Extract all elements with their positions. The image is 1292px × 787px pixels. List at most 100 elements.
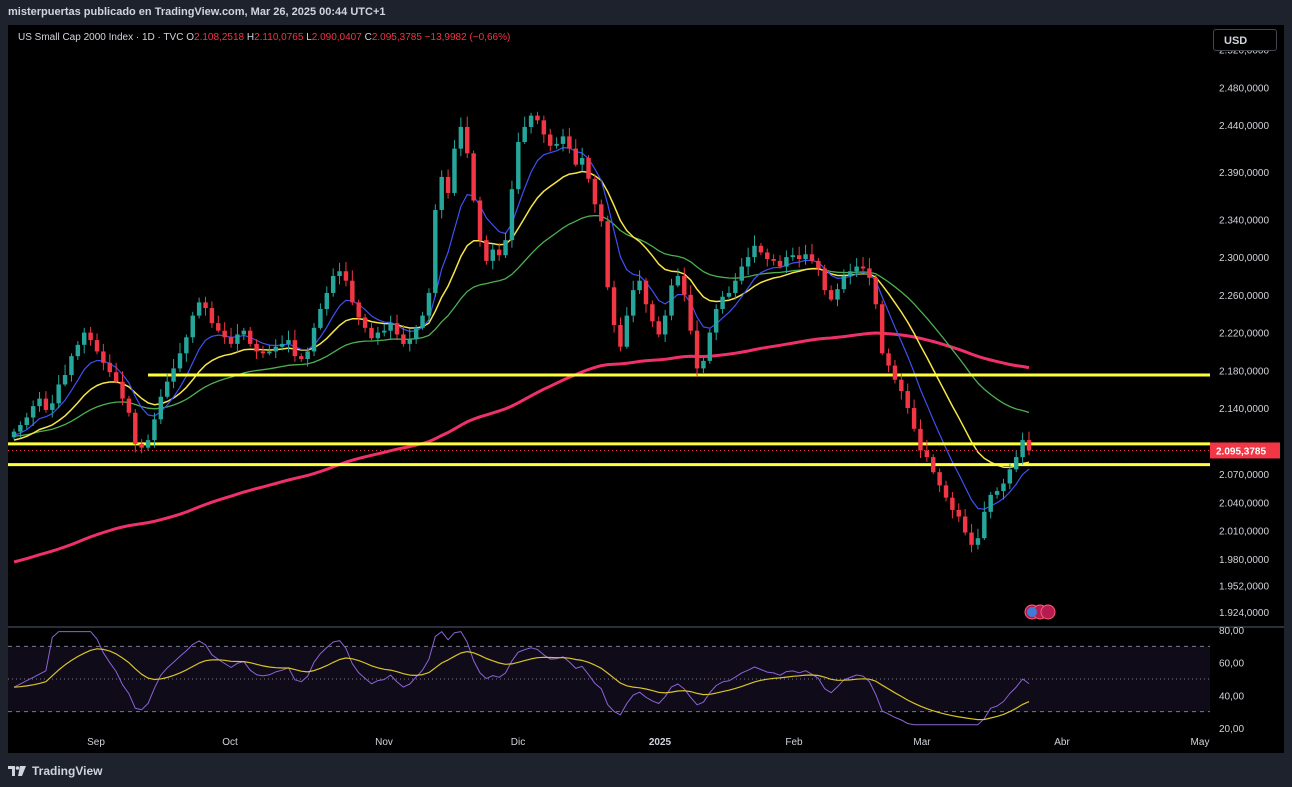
ema-mid-line xyxy=(13,170,1030,469)
candle-body xyxy=(337,271,342,276)
price-axis-label: 2.010,0000 xyxy=(1219,527,1269,538)
candle-body xyxy=(630,290,636,316)
publisher-line: misterpuertas publicado en TradingView.c… xyxy=(8,6,386,18)
candle-body xyxy=(860,266,866,269)
candle-body xyxy=(522,126,527,143)
candle-body xyxy=(311,327,317,352)
candle-body xyxy=(713,308,719,333)
candle-body xyxy=(962,516,968,533)
currency-button[interactable]: USD xyxy=(1213,29,1277,51)
candle-body xyxy=(854,266,859,272)
candle-body xyxy=(254,343,259,352)
high-value: 2.110,0765 xyxy=(254,32,304,43)
candle-body xyxy=(560,136,566,144)
candle-body xyxy=(969,532,974,545)
candle-body xyxy=(892,365,898,380)
candle-body xyxy=(56,384,61,404)
candle-body xyxy=(567,136,572,149)
candle-body xyxy=(177,353,183,369)
candle-body xyxy=(784,257,789,267)
candle-body xyxy=(152,419,157,441)
candle-body xyxy=(267,351,272,354)
open-label: O xyxy=(186,32,195,43)
candle-body xyxy=(911,408,917,429)
candle-body xyxy=(554,143,559,146)
candle-body xyxy=(873,277,879,305)
candle-body xyxy=(835,289,840,300)
candle-body xyxy=(62,375,68,385)
ema-slow-line xyxy=(13,214,1030,437)
candle-body xyxy=(931,457,936,473)
candle-body xyxy=(37,398,42,407)
candle-body xyxy=(484,240,489,261)
candle-body xyxy=(701,360,706,369)
candle-body xyxy=(586,158,591,179)
close-label: C xyxy=(364,32,372,43)
candle-body xyxy=(260,351,266,354)
candle-body xyxy=(765,252,770,259)
candle-body xyxy=(675,275,681,286)
candle-body xyxy=(822,268,827,291)
us-flag-icon xyxy=(1027,607,1037,617)
rsi-axis-label: 20,00 xyxy=(1219,724,1244,735)
candle-body xyxy=(879,304,885,354)
candle-body xyxy=(1020,440,1025,458)
price-tag-label: 2.095,3785 xyxy=(1216,446,1266,457)
candle-body xyxy=(433,209,438,293)
price-axis-label: 1.952,0000 xyxy=(1219,581,1269,592)
candle-body xyxy=(943,485,949,498)
candle-body xyxy=(171,368,176,382)
candle-body xyxy=(420,315,425,328)
candle-body xyxy=(235,334,240,344)
candle-body xyxy=(158,396,164,420)
candle-body xyxy=(164,381,170,397)
price-axis-label: 2.070,0000 xyxy=(1219,470,1269,481)
candle-body xyxy=(816,260,821,269)
price-axis-label: 2.180,0000 xyxy=(1219,366,1269,377)
ema-fast-line xyxy=(13,147,1030,510)
candle-body xyxy=(841,275,847,290)
ema-long-line xyxy=(13,331,1030,564)
candle-body xyxy=(777,260,783,267)
candle-body xyxy=(11,431,17,438)
candle-body xyxy=(413,327,419,340)
candle-body xyxy=(222,330,227,338)
candle-body xyxy=(516,142,521,190)
candle-body xyxy=(924,450,930,458)
candle-body xyxy=(579,158,585,165)
candle-body xyxy=(465,126,470,154)
candle-body xyxy=(88,332,93,341)
candle-body xyxy=(292,340,298,357)
candle-body xyxy=(605,221,610,288)
candle-body xyxy=(228,337,234,344)
symbol-name: US Small Cap 2000 Index · 1D · TVC xyxy=(18,32,184,43)
candle-body xyxy=(241,330,247,335)
candle-body xyxy=(126,398,132,413)
event-flag-icon xyxy=(1040,604,1056,620)
price-axis-label: 2.300,0000 xyxy=(1219,253,1269,264)
candle-body xyxy=(637,280,642,291)
candle-body xyxy=(343,271,349,281)
candle-body xyxy=(196,302,202,316)
candle-body xyxy=(145,440,151,448)
candle-body xyxy=(771,258,776,261)
chart-frame xyxy=(8,25,1284,753)
candle-body xyxy=(81,332,87,345)
change-value: −13,9982 (−0,66%) xyxy=(424,32,511,43)
low-value: 2.090,0407 xyxy=(311,32,362,43)
price-axis-label: 2.140,0000 xyxy=(1219,404,1269,415)
tradingview-logo-icon xyxy=(8,766,26,776)
candle-body xyxy=(528,115,534,127)
candle-body xyxy=(1026,440,1032,451)
price-axis-label: 1.924,0000 xyxy=(1219,608,1269,619)
candle-body xyxy=(848,271,853,276)
price-axis-label: 1.980,0000 xyxy=(1219,555,1269,566)
candle-body xyxy=(30,406,36,418)
candle-body xyxy=(752,245,757,258)
candle-body xyxy=(362,317,368,328)
price-axis-label: 2.520,0000 xyxy=(1219,46,1269,57)
high-label: H xyxy=(246,32,255,43)
candle-body xyxy=(988,494,993,512)
candle-body xyxy=(477,200,483,241)
